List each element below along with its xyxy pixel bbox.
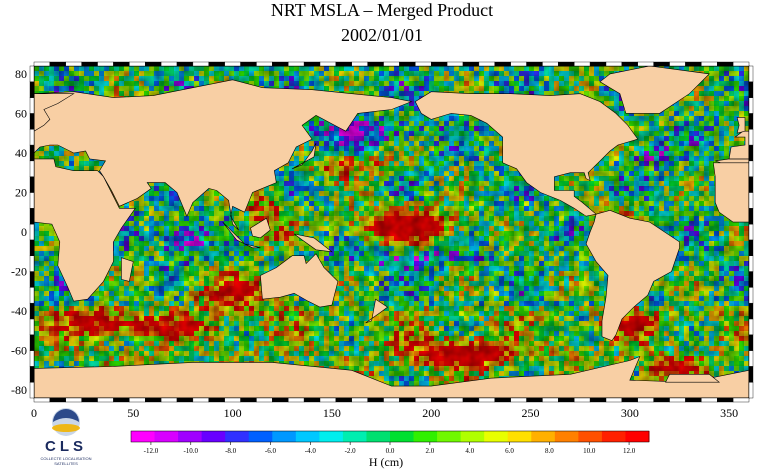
colorbar-swatch [295, 431, 320, 442]
colorbar-swatch [578, 431, 603, 442]
y-tick-label: 40 [15, 146, 27, 160]
x-tick-label: 0 [31, 406, 37, 420]
colorbar-swatch [413, 431, 438, 442]
colorbar-swatch [201, 431, 226, 442]
colorbar-tick-label: 8.0 [545, 447, 554, 455]
colorbar-tick-label: 2.0 [425, 447, 434, 455]
colorbar-tick-label: 4.0 [465, 447, 474, 455]
colorbar-tick-label: 10.0 [583, 447, 596, 455]
logo-name: CLS [45, 438, 87, 455]
x-tick-label: 50 [127, 406, 139, 420]
y-tick-label: -20 [11, 265, 27, 279]
colorbar-swatch [342, 431, 367, 442]
colorbar-swatch [131, 431, 156, 442]
colorbar-label: H (cm) [368, 455, 404, 469]
y-tick-label: -80 [11, 383, 27, 397]
y-tick-label: 80 [15, 67, 27, 81]
y-tick-label: 20 [15, 185, 27, 199]
colorbar-swatch [601, 431, 626, 442]
colorbar-swatch [154, 431, 179, 442]
figure-title: NRT MSLA – Merged Product [270, 0, 494, 20]
land-masses [34, 66, 749, 398]
y-tick-label: 60 [15, 106, 27, 120]
colorbar-swatch [437, 431, 462, 442]
x-tick-label: 300 [621, 406, 639, 420]
colorbar-swatch [484, 431, 509, 442]
colorbar-swatch [625, 431, 650, 442]
x-tick-label: 100 [224, 406, 242, 420]
colorbar-swatch [272, 431, 297, 442]
colorbar-swatch [178, 431, 203, 442]
y-tick-label: -40 [11, 304, 27, 318]
colorbar-tick-label: -2.0 [345, 447, 357, 455]
colorbar-tick-label: 6.0 [505, 447, 514, 455]
longitude-axis: 0 50 100 150 200 250 300 350 [31, 61, 750, 420]
globe-logo-icon [52, 408, 80, 436]
y-tick-label: -60 [11, 344, 27, 358]
colorbar-swatch [366, 431, 391, 442]
colorbar-tick-label: 12.0 [623, 447, 636, 455]
colorbar-swatch [390, 431, 415, 442]
colorbar-tick-label: -6.0 [265, 447, 277, 455]
colorbar-swatch [319, 431, 344, 442]
y-tick-label: 0 [21, 225, 27, 239]
cls-logo: CLS COLLECTE LOCALISATION SATELLITES [40, 405, 92, 467]
colorbar-tick-label: -4.0 [305, 447, 317, 455]
colorbar-tick-label: 0.0 [386, 447, 395, 455]
x-tick-label: 350 [720, 406, 738, 420]
colorbar: -12.0 -10.0 -8.0 -6.0 -4.0 -2.0 0.0 2.0 4.0 6.0 8.… [130, 430, 650, 455]
colorbar-swatch [460, 431, 485, 442]
x-tick-label: 200 [422, 406, 440, 420]
colorbar-swatch [554, 431, 579, 442]
colorbar-tick-label: -12.0 [144, 447, 159, 455]
figure-date: 2002/01/01 [340, 25, 423, 45]
colorbar-swatch [248, 431, 273, 442]
x-tick-label: 250 [522, 406, 540, 420]
colorbar-swatch [225, 431, 250, 442]
colorbar-swatch [531, 431, 556, 442]
colorbar-tick-label: -10.0 [183, 447, 198, 455]
x-tick-label: 150 [323, 406, 341, 420]
latitude-axis: 80 60 40 20 0 -20 -40 -60 -80 [11, 65, 754, 399]
colorbar-tick-label: -8.0 [225, 447, 237, 455]
colorbar-swatch [507, 431, 532, 442]
logo-subtitle: COLLECTE LOCALISATION SATELLITES [40, 456, 92, 466]
